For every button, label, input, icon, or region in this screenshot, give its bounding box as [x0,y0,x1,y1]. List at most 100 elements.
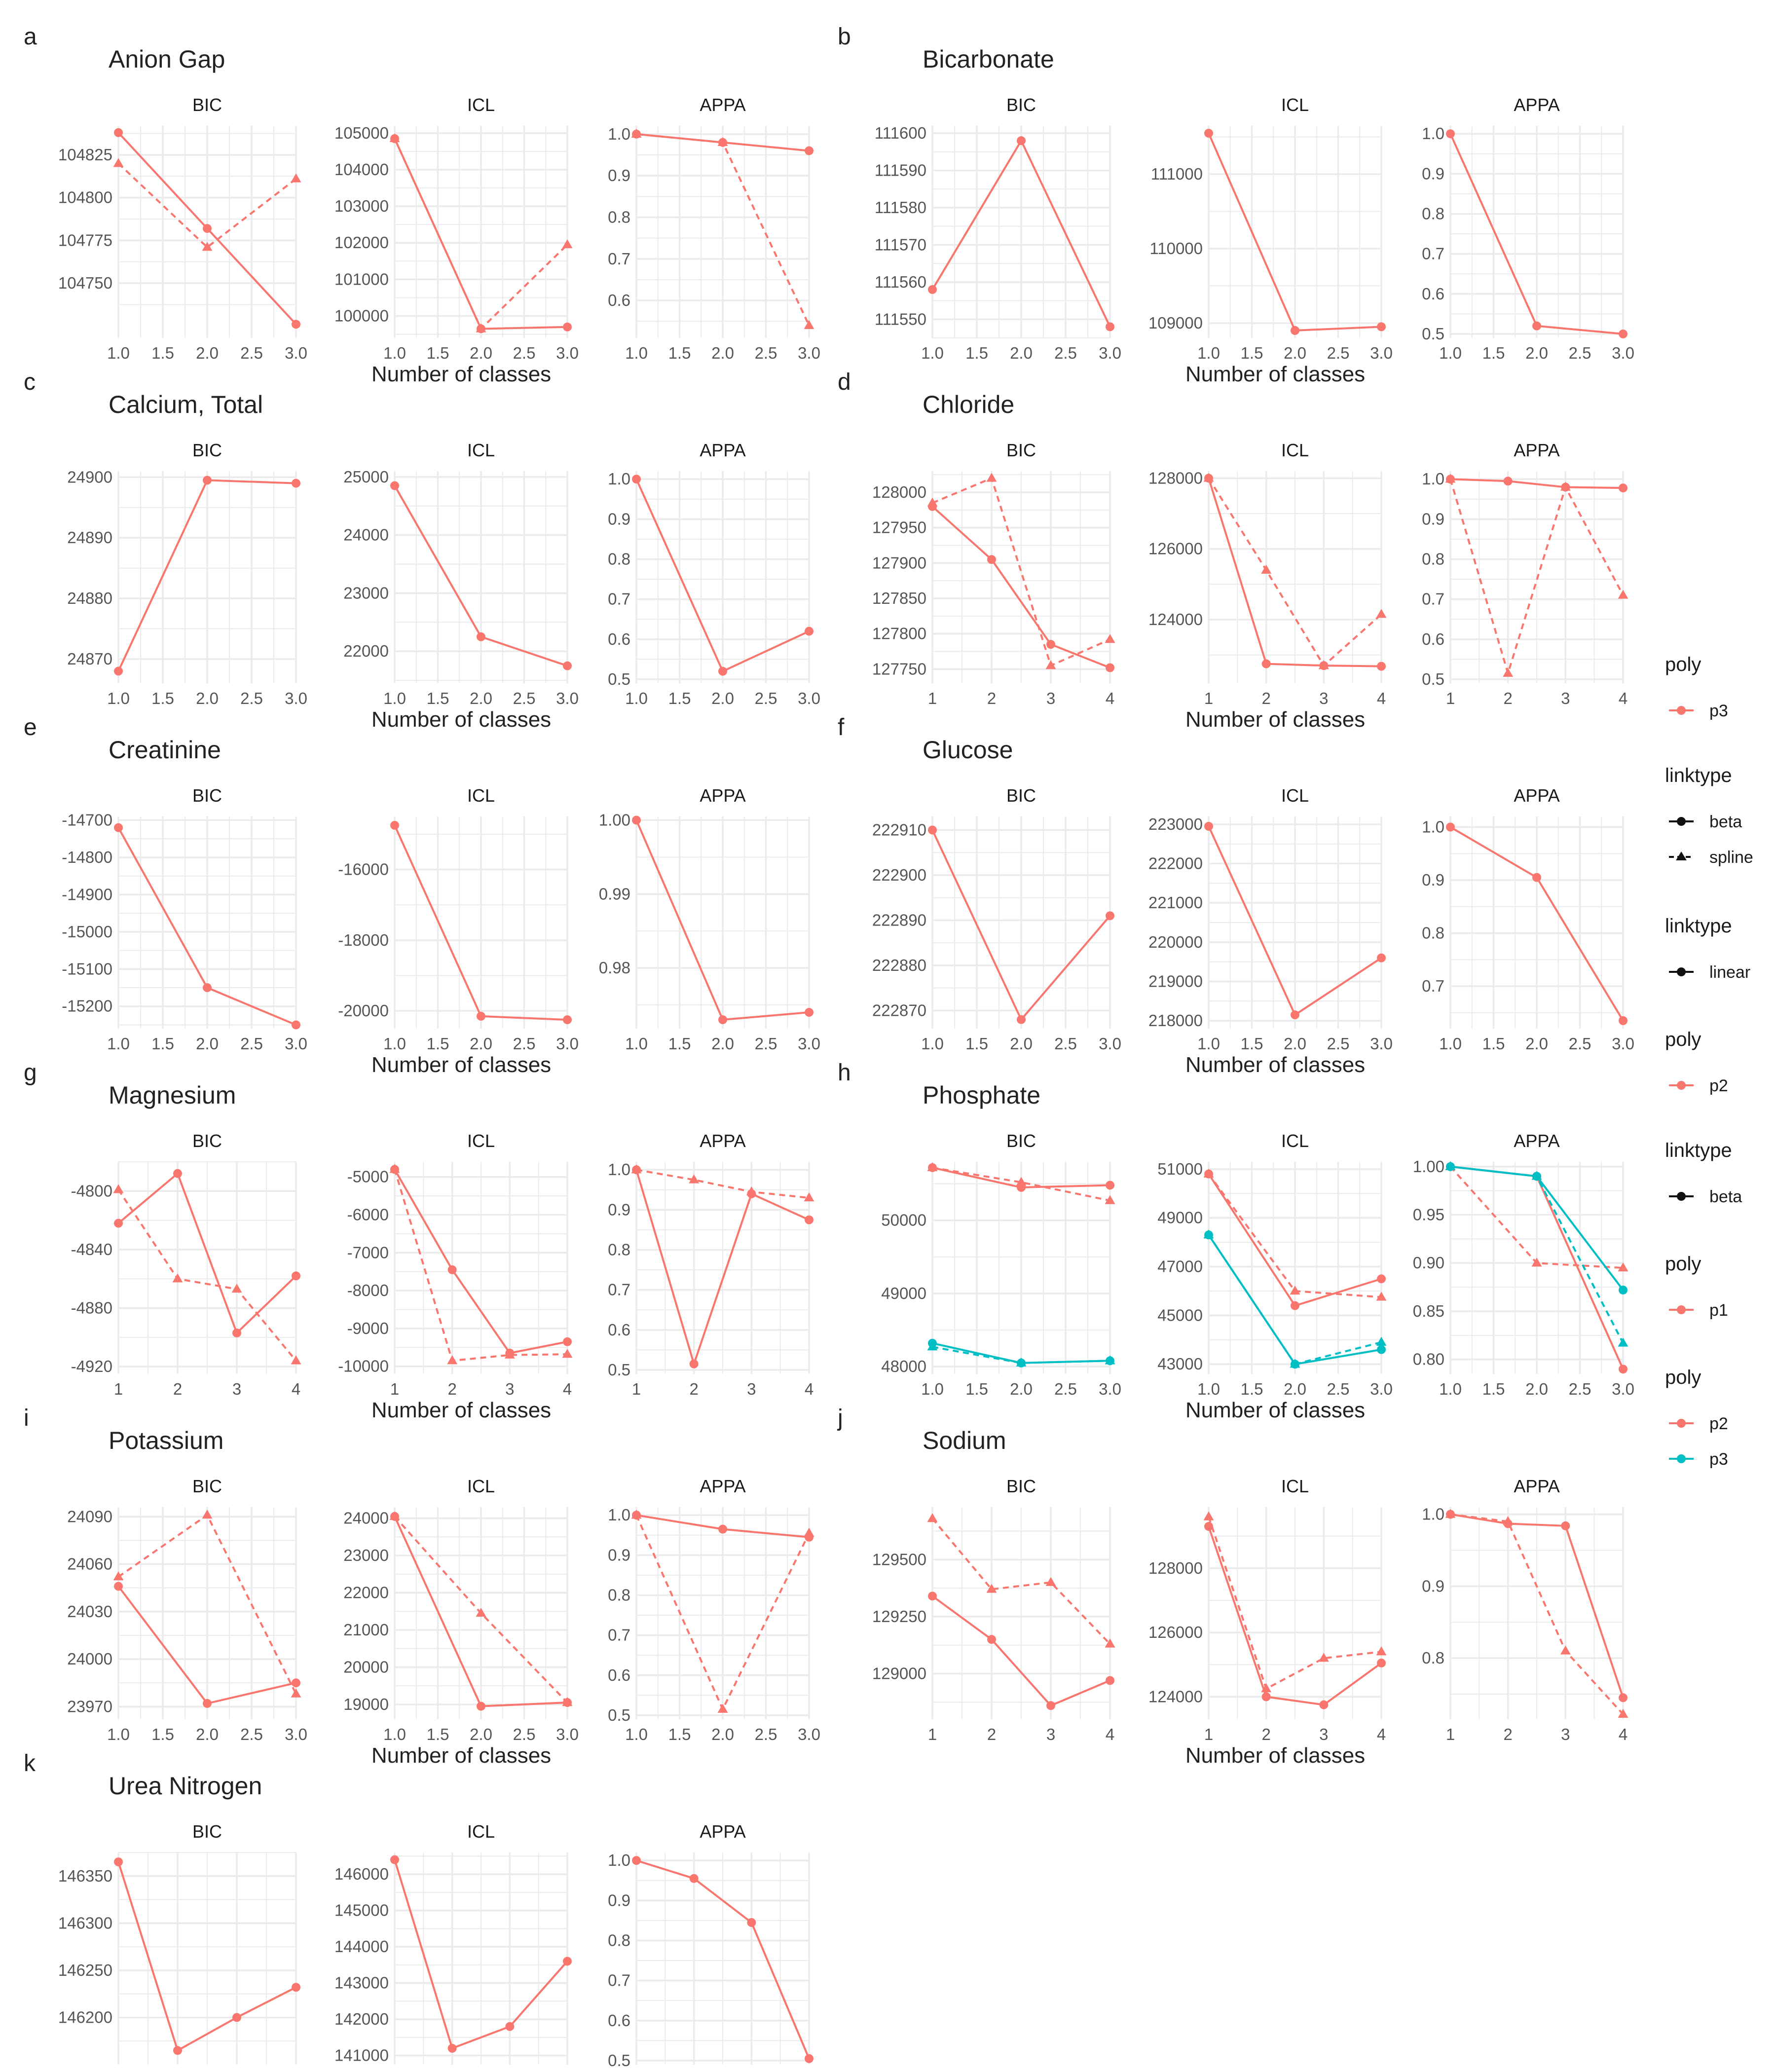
series-p3-spline [1445,474,1628,677]
x-tick-label: 3 [505,2071,514,2072]
facet-strip-label: ICL [1281,785,1309,806]
data-point [390,481,399,490]
x-tick-label: 2.0 [1525,1380,1548,1398]
data-point [563,1015,572,1025]
facet-strip-label: APPA [700,440,745,460]
facet-bic: 1 2 3 4 -4800 -4840 -4880 -4920 BIC [71,1131,301,1398]
y-tick-label: 1.0 [608,1851,630,1869]
data-point [805,146,814,155]
y-tick-label: -18000 [338,931,389,949]
x-tick-label: 2.0 [1010,344,1033,362]
facet-strip-label: BIC [192,1821,222,1842]
y-tick-label: 105000 [334,124,389,142]
legend-key-dot [1677,1305,1686,1314]
y-tick-label: 124000 [1148,610,1203,629]
data-point [1106,663,1114,672]
data-point [1106,911,1114,921]
data-point [292,1983,300,1992]
x-tick-label: 1.0 [383,344,406,362]
facet-icl: 1.0 1.5 2.0 2.5 3.0 25000 24000 23000 22000 ICL [343,440,579,707]
data-point [1045,660,1056,669]
subfigure-title: Phosphate [923,1081,1040,1109]
y-tick-label: 222880 [872,956,926,974]
series-p3-linear [114,823,300,1030]
data-point [928,1591,937,1601]
facet-bic: 1.0 1.5 2.0 2.5 3.0 24090 24060 24030 24000 23970… [67,1476,307,1743]
x-tick-label: 1.5 [1482,1380,1505,1398]
y-tick-label: 0.9 [608,510,630,528]
data-point [476,323,486,333]
data-point [1291,326,1299,335]
series-line [932,1346,1110,1364]
data-point [1045,1577,1056,1586]
series-p2-spline [927,1513,1115,1648]
data-point [1290,1359,1300,1368]
x-tick-label: 3.0 [285,1725,307,1743]
y-tick-label: 1.0 [608,1160,630,1179]
legend-key-dot [1677,1081,1686,1090]
x-tick-label: 1.0 [921,344,944,362]
y-tick-label: 24060 [67,1555,112,1573]
y-tick-label: 0.9 [608,1891,630,1909]
facet-strip-label: APPA [1514,440,1559,460]
x-tick-label: 1 [1204,1725,1213,1743]
x-tick-label: 2.5 [1054,1035,1077,1053]
y-tick-label: -14900 [62,885,112,903]
data-point [447,1265,457,1274]
x-tick-label: 1 [390,1380,399,1398]
data-point [292,479,300,488]
y-tick-label: 111570 [875,235,926,254]
data-point [632,815,641,825]
series-p3-spline [1203,473,1387,669]
data-point [1445,1509,1456,1518]
y-tick-label: 24900 [67,468,112,486]
data-point [1377,953,1386,962]
data-point [231,1284,242,1293]
x-tick-label: 1.0 [383,689,406,707]
facet-strip-label: ICL [467,440,495,460]
data-point [1561,1521,1570,1530]
series-line [117,1861,296,2052]
series-line [932,1166,1110,1202]
x-tick-label: 1.0 [1439,344,1462,362]
data-point [1203,1168,1214,1178]
data-point [1532,873,1541,882]
x-tick-label: 4 [292,2071,300,2072]
x-tick-label: 3.0 [285,344,307,362]
data-point [746,1186,757,1195]
y-tick-label: 0.5 [608,1706,630,1724]
x-tick-label: 2.5 [1054,1380,1077,1398]
y-tick-label: -14800 [62,848,112,866]
data-point [1560,1645,1571,1655]
y-tick-label: 0.6 [608,2011,630,2030]
x-axis-label: Number of classes [371,1398,551,1422]
x-tick-label: 1 [1446,689,1455,707]
series-line [1450,1513,1624,1698]
y-tick-label: 0.8 [1422,550,1444,568]
data-point [292,1020,300,1030]
data-point [1261,1692,1271,1702]
y-tick-label: 104000 [334,160,389,179]
data-point [1532,321,1541,331]
x-axis-label: Number of classes [1185,707,1365,732]
y-tick-label: 1.0 [1422,818,1444,836]
data-point [1016,1177,1027,1186]
data-point [1446,822,1455,832]
series-line [1450,1513,1624,1715]
facet-bic: 1.0 1.5 2.0 2.5 3.0 50000 49000 48000 BIC [881,1131,1121,1398]
data-point [1105,634,1115,643]
x-tick-label: 1.5 [668,689,691,707]
x-tick-label: 1.0 [107,689,130,707]
series-line [635,1169,810,1368]
data-point [1261,659,1271,668]
x-axis-label: Number of classes [371,362,551,386]
data-point [804,1192,814,1202]
facet-bic: 1 2 3 4 129500 129250 129000 BIC [872,1476,1115,1743]
data-point [1291,1010,1299,1020]
series-line [931,1517,1111,1645]
series-p2-beta [114,1582,300,1708]
y-tick-label: 24090 [67,1507,112,1525]
data-point [805,627,814,636]
y-tick-label: 104800 [58,188,112,207]
legend-key-dot [1677,1454,1686,1463]
